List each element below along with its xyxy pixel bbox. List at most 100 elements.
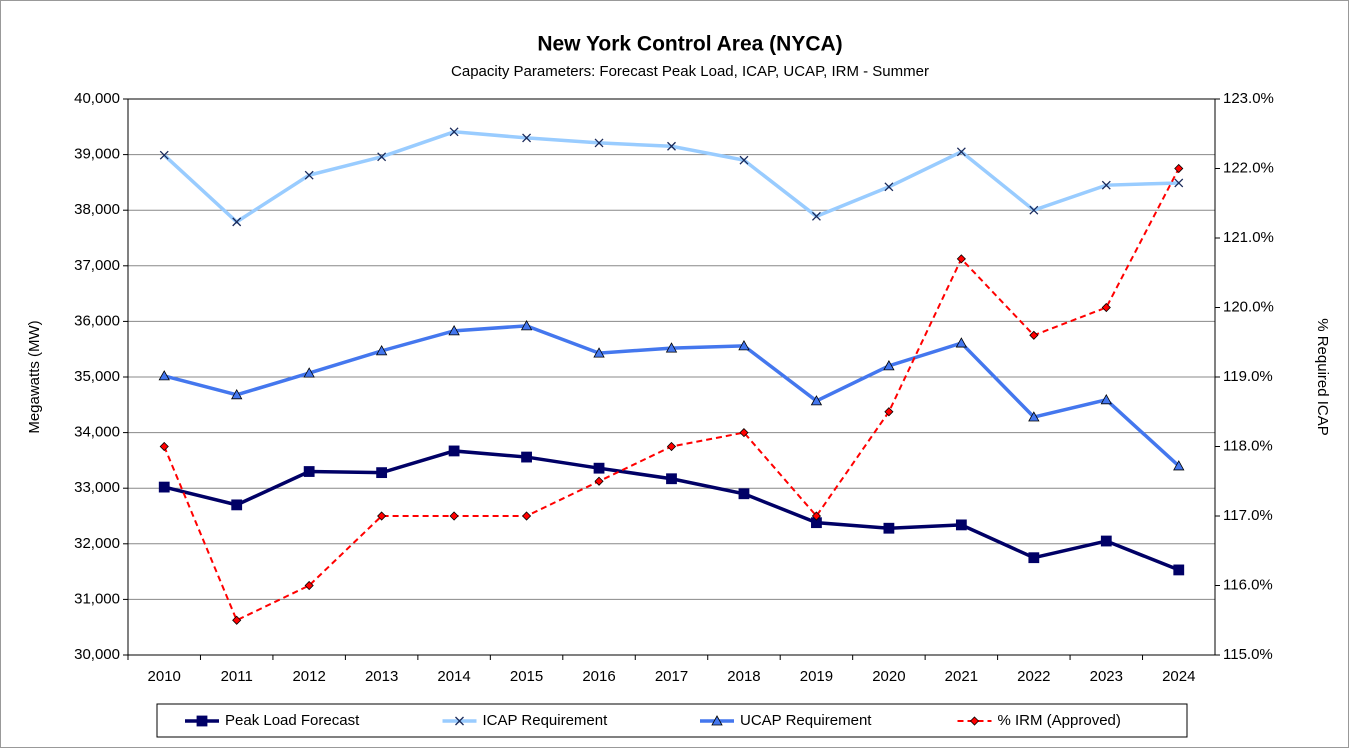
- marker: [955, 519, 967, 531]
- marker: [304, 170, 314, 180]
- y-tick-label: 33,000: [74, 479, 120, 496]
- x-tick-label: 2022: [1017, 668, 1050, 685]
- marker: [1029, 205, 1039, 215]
- marker: [955, 337, 968, 348]
- y2-tick-label: 120.0%: [1223, 298, 1274, 315]
- marker: [1028, 411, 1040, 422]
- marker: [304, 580, 314, 591]
- y2-tick-label: 121.0%: [1223, 229, 1274, 246]
- y2-tick-label: 117.0%: [1223, 507, 1273, 524]
- marker: [375, 345, 388, 356]
- marker: [158, 481, 170, 493]
- marker: [667, 141, 676, 151]
- x-tick-label: 2015: [510, 668, 543, 685]
- y2-axis-label: % Required ICAP: [1314, 318, 1331, 436]
- x-tick-label: 2013: [365, 668, 398, 685]
- marker: [883, 360, 895, 371]
- legend-label: UCAP Requirement: [740, 712, 872, 729]
- marker: [522, 511, 532, 521]
- marker: [594, 138, 604, 148]
- marker: [1100, 535, 1112, 547]
- marker: [1173, 460, 1185, 471]
- marker: [1101, 180, 1111, 190]
- marker: [1174, 163, 1184, 174]
- y-tick-label: 31,000: [74, 590, 120, 607]
- marker: [520, 320, 533, 331]
- y2-tick-label: 123.0%: [1223, 90, 1274, 107]
- y2-tick-label: 119.0%: [1223, 368, 1273, 385]
- marker: [1173, 564, 1185, 576]
- marker: [810, 395, 823, 406]
- marker: [956, 254, 966, 264]
- marker: [449, 511, 459, 521]
- y-tick-label: 30,000: [74, 646, 120, 663]
- marker: [159, 150, 169, 160]
- marker: [1101, 302, 1111, 313]
- legend-marker: [711, 715, 723, 726]
- x-tick-label: 2018: [727, 668, 760, 685]
- x-tick-label: 2010: [148, 668, 181, 685]
- x-tick-label: 2017: [655, 668, 688, 685]
- marker: [666, 441, 677, 452]
- x-tick-label: 2014: [437, 668, 470, 685]
- legend-marker: [969, 716, 980, 726]
- y2-tick-label: 118.0%: [1223, 437, 1273, 454]
- marker: [377, 152, 387, 162]
- marker: [232, 615, 242, 625]
- marker: [665, 342, 678, 353]
- marker: [231, 388, 243, 400]
- marker: [1029, 330, 1039, 340]
- x-tick-label: 2019: [800, 668, 833, 685]
- marker: [738, 340, 750, 351]
- marker: [303, 367, 315, 378]
- marker: [377, 511, 387, 521]
- chart-title: New York Control Area (NYCA): [537, 33, 842, 56]
- marker: [666, 473, 677, 485]
- y-tick-label: 35,000: [74, 368, 120, 385]
- y-tick-label: 37,000: [74, 257, 120, 274]
- y2-tick-label: 122.0%: [1223, 159, 1274, 176]
- marker: [448, 325, 460, 336]
- marker: [521, 451, 532, 463]
- marker: [884, 407, 894, 417]
- marker: [159, 441, 169, 452]
- x-tick-label: 2021: [945, 668, 978, 685]
- y-tick-label: 32,000: [74, 535, 120, 552]
- y-tick-label: 39,000: [74, 146, 120, 163]
- y-tick-label: 40,000: [74, 90, 120, 107]
- legend-label: Peak Load Forecast: [225, 712, 360, 729]
- legend-label: ICAP Requirement: [483, 712, 609, 729]
- x-tick-label: 2012: [292, 668, 325, 685]
- chart-subtitle: Capacity Parameters: Forecast Peak Load,…: [451, 63, 929, 80]
- marker: [448, 445, 460, 457]
- marker: [811, 211, 821, 221]
- marker: [884, 182, 894, 192]
- legend-label: % IRM (Approved): [998, 712, 1121, 729]
- x-tick-label: 2024: [1162, 668, 1195, 685]
- marker: [956, 147, 966, 157]
- marker: [232, 217, 242, 227]
- marker: [593, 462, 605, 474]
- y-tick-label: 36,000: [74, 312, 120, 329]
- y-tick-label: 38,000: [74, 201, 120, 218]
- x-tick-label: 2020: [872, 668, 905, 685]
- x-tick-label: 2016: [582, 668, 615, 685]
- marker: [231, 499, 243, 511]
- x-tick-label: 2023: [1090, 668, 1123, 685]
- marker: [1100, 393, 1112, 405]
- marker: [883, 522, 895, 534]
- legend-marker: [196, 715, 208, 727]
- marker: [303, 466, 315, 477]
- marker: [593, 347, 605, 358]
- marker: [738, 488, 750, 500]
- plot-frame: [127, 98, 1216, 656]
- marker: [811, 511, 821, 521]
- y-tick-label: 34,000: [74, 424, 120, 441]
- marker: [449, 127, 459, 137]
- legend-marker: [455, 716, 464, 726]
- y-axis-label: Megawatts (MW): [26, 320, 43, 433]
- marker: [739, 428, 749, 438]
- marker: [522, 133, 532, 143]
